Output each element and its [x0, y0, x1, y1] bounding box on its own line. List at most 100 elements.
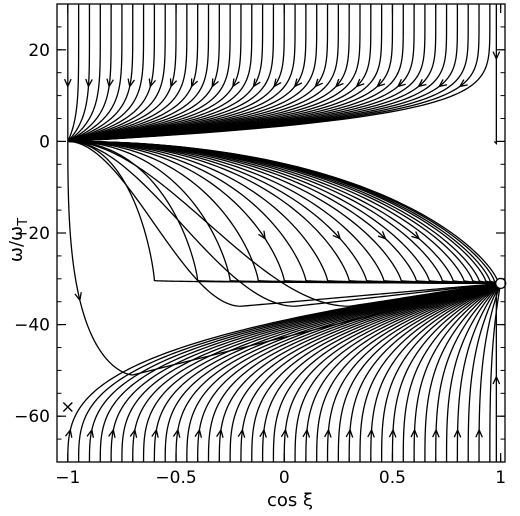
arrow-head [432, 428, 440, 438]
x-tick-label: 0.5 [379, 468, 406, 488]
arrow-head [259, 428, 267, 438]
arrow-head [367, 428, 375, 438]
trajectory-upper [67, 4, 459, 143]
arrow-head [252, 78, 261, 88]
trajectory-lower [337, 282, 501, 462]
arrow-head [458, 79, 468, 88]
tick-layer: −1 −0.5 0 0.5 1 20 0 −20 −40 −60 [14, 3, 506, 488]
arrow-head [453, 428, 462, 438]
trajectory-lower [380, 282, 501, 462]
arrow-head [396, 78, 406, 88]
x-tick-label: 0 [279, 468, 290, 488]
trajectory-lower [77, 282, 501, 462]
arrow-head [232, 78, 240, 88]
trajectory-upper [67, 4, 123, 142]
trajectory-upper [67, 4, 220, 143]
y-tick-label: 20 [28, 41, 50, 61]
trajectory-upper [67, 4, 404, 143]
trajectory-lower [261, 282, 501, 462]
trajectory-lower [272, 282, 501, 462]
trajectory-upper [67, 4, 329, 143]
trajectory-upper [67, 4, 469, 143]
arrow-head [411, 231, 421, 240]
trajectory-lower [435, 282, 502, 462]
arrow-head [410, 428, 419, 438]
x-tick-label: −0.5 [155, 468, 196, 488]
arrow-head [377, 231, 387, 240]
trajectory-upper [67, 4, 394, 143]
trajectory-lower [359, 282, 501, 462]
trajectory-lower [456, 283, 502, 462]
svg-text:ω/ωT: ω/ωT [6, 218, 31, 262]
x-tick-label: 1 [495, 468, 506, 488]
arrow-head [314, 78, 323, 88]
trajectory-upper [67, 4, 448, 143]
arrow-head [74, 292, 82, 302]
arrow-head [334, 78, 344, 88]
trajectory-upper [67, 4, 210, 143]
arrow-head [273, 78, 282, 88]
trajectory-lower [402, 282, 502, 462]
arrow-head [108, 428, 116, 438]
trajectory-upper [67, 4, 296, 143]
trajectory-layer [63, 4, 502, 462]
unstable-fixed-point-cross [62, 402, 73, 413]
trajectory-upper [67, 4, 480, 143]
trajectory-upper [67, 4, 318, 143]
arrow-head [388, 428, 397, 438]
trajectory-lower [186, 282, 501, 462]
y-axis-label-main: ω/ω [6, 226, 27, 262]
trajectory-upper [67, 4, 242, 143]
trajectory-upper [493, 4, 497, 145]
trajectory-upper [67, 4, 350, 143]
trajectory-upper [67, 4, 361, 143]
trajectory-lower [489, 283, 502, 462]
y-tick-label: −20 [14, 224, 50, 244]
trajectory-upper [67, 4, 307, 143]
trajectory-lower [110, 282, 501, 462]
arrow-head [355, 78, 365, 88]
arrow-head [106, 78, 114, 89]
trajectory-lower [197, 282, 501, 462]
trajectory-upper [67, 4, 253, 143]
trajectory-lower [240, 282, 501, 462]
trajectory-lower [326, 282, 501, 462]
arrow-head [324, 428, 332, 438]
trajectory-upper [67, 4, 177, 143]
x-tick-label: −1 [55, 468, 80, 488]
trajectory-upper [67, 4, 372, 143]
arrow-head [332, 230, 342, 240]
trajectory-upper [67, 4, 112, 142]
arrow-head [127, 78, 136, 88]
trajectory-upper [67, 4, 188, 143]
trajectory-upper [67, 4, 80, 142]
arrow-head [194, 428, 203, 438]
trajectory-lower [283, 282, 501, 462]
trajectory-upper [67, 4, 166, 143]
arrow-head [302, 428, 311, 438]
arrow-head [475, 428, 483, 438]
trajectory-lower [99, 282, 501, 462]
trajectory-upper [67, 4, 156, 143]
trajectory-lower [67, 282, 501, 462]
trajectory-upper [67, 4, 231, 143]
arrow-head [376, 78, 386, 88]
trajectory-lower [132, 282, 501, 462]
arrow-head [64, 428, 73, 438]
trajectory-upper [67, 4, 415, 143]
arrow-head [151, 428, 159, 438]
arrow-head [437, 79, 448, 88]
trajectory-lower [370, 282, 501, 462]
trajectory-lower [467, 283, 502, 462]
y-tick-label: −60 [14, 407, 50, 427]
trajectory-upper [67, 4, 101, 142]
trajectory-middle [67, 140, 501, 307]
arrow-head [417, 79, 427, 88]
trajectory-lower [413, 282, 502, 462]
arrow-head [492, 51, 501, 61]
trajectory-upper [67, 4, 199, 143]
y-axis-label-subscript: T [16, 218, 31, 227]
arrow-head [86, 428, 95, 438]
trajectory-lower [478, 283, 502, 462]
